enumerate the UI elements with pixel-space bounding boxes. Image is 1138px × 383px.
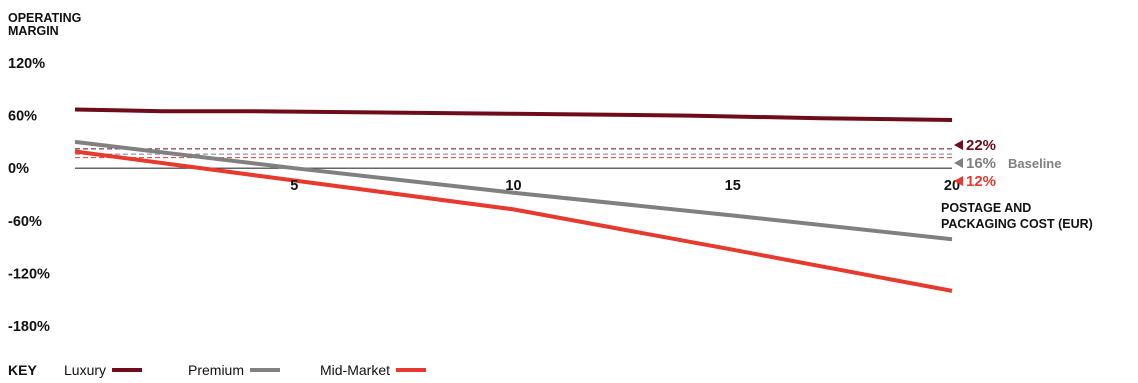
x-tick-labels: 5 10 15 20: [290, 178, 960, 194]
baseline-arrow-icon: [954, 140, 963, 150]
x-tick-label: 10: [505, 178, 521, 194]
y-tick-label: -60%: [8, 214, 42, 230]
baseline-label-12: 12%: [966, 173, 996, 190]
baseline-label-16: 16%: [966, 155, 996, 172]
x-axis-title-line-1: POSTAGE AND: [941, 201, 1031, 215]
baseline-labels: 22%16% Baseline 12%: [954, 137, 1061, 190]
baseline-label-22: 22%: [966, 137, 996, 154]
legend-label-mid-market: Mid-Market: [320, 362, 390, 378]
y-tick-labels: 120% 60% 0% -60% -120% -180%: [8, 56, 50, 335]
baseline-arrow-icon: [954, 158, 963, 168]
legend-label-premium: Premium: [188, 362, 244, 378]
baseline-arrow-icon: [954, 176, 963, 186]
series-lines: [74, 107, 953, 293]
series-line-premium: [74, 139, 953, 242]
series-line-luxury: [74, 107, 953, 122]
baseline-note: Baseline: [1008, 156, 1061, 171]
y-tick-label: 120%: [8, 56, 45, 72]
y-tick-label: -180%: [8, 319, 50, 335]
y-tick-label: 0%: [8, 161, 29, 177]
x-axis-title-line-2: PACKAGING COST (EUR): [941, 217, 1093, 231]
y-axis-title-line-1: OPERATING: [8, 11, 81, 25]
x-tick-label: 20: [944, 178, 960, 194]
x-tick-label: 15: [725, 178, 741, 194]
legend: KEY Luxury Premium Mid-Market: [8, 362, 427, 378]
y-tick-label: 60%: [8, 109, 37, 125]
y-tick-label: -120%: [8, 266, 50, 282]
legend-label-luxury: Luxury: [64, 362, 106, 378]
y-axis-title-line-2: MARGIN: [8, 24, 59, 38]
series-line-mid-market: [74, 149, 953, 293]
legend-title: KEY: [8, 362, 37, 378]
x-tick-label: 5: [290, 178, 298, 194]
